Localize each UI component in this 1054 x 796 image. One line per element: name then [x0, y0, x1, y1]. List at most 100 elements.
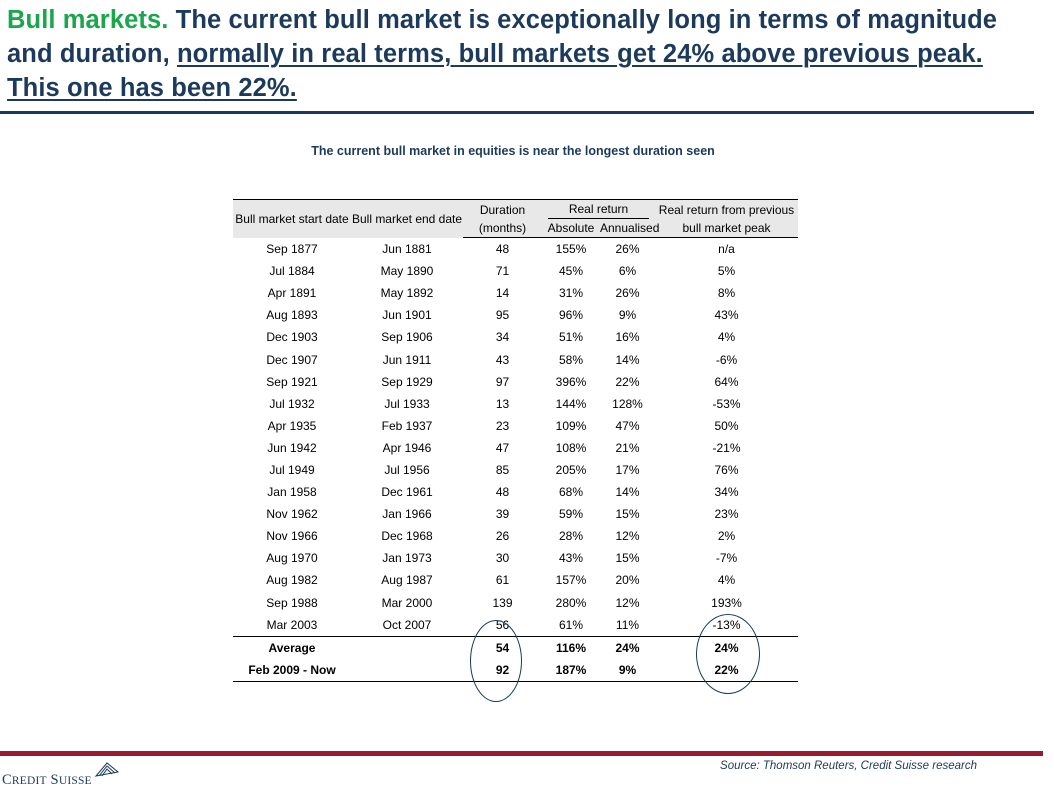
cell-absolute: 155% [555, 242, 587, 257]
cell-annualised: 15% [615, 507, 640, 522]
cell-annualised: 9% [618, 308, 637, 323]
cell-prev: 23% [714, 507, 739, 522]
cell-annualised: 20% [615, 573, 640, 588]
cell-start: Sep 1988 [266, 595, 318, 610]
cell-start: Apr 1935 [267, 418, 317, 433]
cell-absolute: 205% [555, 462, 587, 477]
table-title: The current bull market in equities is n… [311, 144, 715, 158]
cell-annualised: 16% [615, 330, 640, 345]
cell-prev: 43% [714, 308, 739, 323]
cell-duration: 43 [495, 352, 510, 367]
cell-absolute: 68% [558, 485, 584, 500]
cell-end: Jun 1911 [382, 352, 432, 367]
table-row: Dec 1903 Sep 1906 34 51% 16% 4% [233, 326, 798, 348]
cell-end: Dec 1961 [381, 485, 433, 500]
cell-end: Jan 1966 [382, 507, 432, 522]
cell-absolute: 396% [555, 374, 587, 389]
title-divider [0, 111, 1034, 114]
cell-absolute: 280% [555, 595, 587, 610]
header-annualised: Annualised [600, 219, 659, 238]
table-row: Aug 1893 Jun 1901 95 96% 9% 43% [233, 304, 798, 326]
cell-duration: 14 [495, 286, 510, 301]
headline-lead: Bull markets. [7, 6, 169, 34]
cell-end: Oct 2007 [382, 617, 432, 632]
header-prev-peak: Real return from previous [655, 199, 798, 219]
cell-prev: -21% [712, 440, 741, 455]
cell-duration: 13 [495, 396, 510, 411]
cell-prev: 193% [711, 595, 742, 610]
cell-duration: 85 [495, 462, 510, 477]
cell-absolute: 28% [558, 529, 584, 544]
cell-start: Average [233, 635, 351, 659]
header-prev-peak-2: bull market peak [655, 219, 798, 238]
table-row: Sep 1921 Sep 1929 97 396% 22% 64% [233, 371, 798, 393]
cell-start: Jun 1942 [267, 440, 317, 455]
cell-annualised: 47% [615, 418, 640, 433]
cell-start: Sep 1921 [266, 374, 318, 389]
cell-absolute: 59% [558, 507, 584, 522]
footer-divider [0, 751, 1043, 756]
header-start-date: Bull market start date [233, 199, 351, 238]
table-row: Apr 1935 Feb 1937 23 109% 47% 50% [233, 415, 798, 437]
cell-prev: -7% [715, 551, 738, 566]
cell-prev: -53% [712, 396, 741, 411]
cell-end: Jul 1933 [384, 396, 430, 411]
sail-icon [94, 762, 120, 777]
cell-end: Jun 1881 [382, 241, 432, 256]
cell-end [351, 658, 463, 682]
cell-end: May 1890 [380, 264, 434, 279]
cell-absolute: 61% [558, 617, 584, 632]
cell-end: Jul 1956 [384, 462, 430, 477]
cell-annualised: 9% [600, 658, 655, 682]
cell-duration: 95 [495, 308, 510, 323]
cell-start: Dec 1903 [266, 330, 318, 345]
cell-absolute: 109% [555, 418, 587, 433]
cell-end: Apr 1946 [382, 440, 432, 455]
cell-duration: 30 [495, 551, 510, 566]
cell-duration: 47 [495, 440, 510, 455]
table-row: Jun 1942 Apr 1946 47 108% 21% -21% [233, 437, 798, 459]
cell-start: Dec 1907 [266, 352, 318, 367]
cell-duration: 23 [495, 418, 510, 433]
cell-start: Jul 1949 [269, 462, 315, 477]
cell-duration: 48 [495, 242, 510, 257]
cell-absolute: 58% [558, 352, 584, 367]
highlight-circle-duration [470, 620, 522, 702]
cell-absolute: 51% [558, 330, 584, 345]
bull-market-table: Bull market start date Bull market end d… [233, 199, 798, 682]
cell-annualised: 17% [615, 462, 640, 477]
cell-duration: 71 [495, 264, 510, 279]
cell-end: Jun 1901 [382, 308, 432, 323]
table-row: Aug 1970 Jan 1973 30 43% 15% -7% [233, 547, 798, 569]
cell-duration: 39 [495, 507, 510, 522]
cell-prev: 64% [714, 374, 739, 389]
cell-annualised: 12% [615, 529, 640, 544]
headline: Bull markets. The current bull market is… [7, 3, 1037, 105]
source-note: Source: Thomson Reuters, Credit Suisse r… [720, 760, 977, 772]
cell-absolute: 157% [555, 573, 587, 588]
cell-start: Nov 1962 [266, 507, 318, 522]
cell-duration: 61 [495, 573, 510, 588]
header-real-return-label: Real return [548, 200, 649, 219]
cell-start: Jul 1884 [269, 264, 315, 279]
cell-prev: 76% [714, 462, 739, 477]
cell-duration: 97 [495, 374, 510, 389]
table-row: Nov 1966 Dec 1968 26 28% 12% 2% [233, 525, 798, 547]
cell-absolute: 43% [558, 551, 584, 566]
table-row: Jul 1949 Jul 1956 85 205% 17% 76% [233, 459, 798, 481]
cell-start: Mar 2003 [266, 617, 318, 632]
table-row: Jul 1932 Jul 1933 13 144% 128% -53% [233, 393, 798, 415]
cell-absolute: 45% [558, 264, 584, 279]
header-duration: Duration [463, 199, 542, 219]
table-body: Sep 1877 Jun 1881 48 155% 26% n/a Jul 1884 May … [233, 238, 798, 682]
cell-start: Feb 2009 - Now [233, 658, 351, 682]
cell-annualised: 11% [615, 617, 640, 632]
header-end-date: Bull market end date [351, 199, 463, 238]
cell-prev: 8% [717, 286, 736, 301]
cell-end: Aug 1987 [381, 573, 433, 588]
cell-absolute: 108% [555, 440, 587, 455]
header-absolute: Absolute [542, 219, 600, 238]
cell-start: Aug 1982 [266, 573, 318, 588]
cell-absolute: 187% [542, 658, 600, 682]
cell-start: Apr 1891 [267, 286, 317, 301]
